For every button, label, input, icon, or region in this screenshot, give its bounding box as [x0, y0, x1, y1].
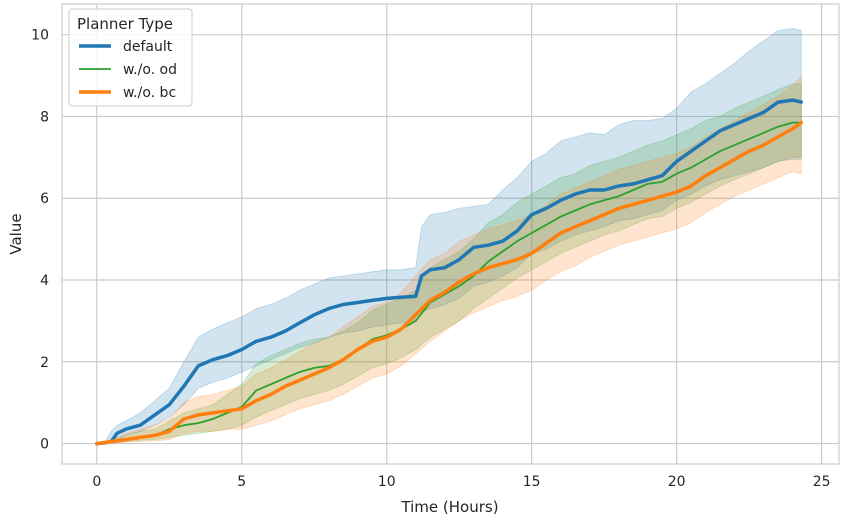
- legend-box: [68, 8, 193, 107]
- line-w-o-od: [95, 121, 803, 445]
- legend-label-w-o-bc: w./o. bc: [123, 85, 176, 101]
- legend-items: default w./o. od w./o. bc: [79, 39, 177, 101]
- y-tick-label: 6: [40, 191, 49, 207]
- y-tick-label: 0: [40, 437, 49, 453]
- series-lines: [95, 98, 804, 446]
- x-tick-labels: 0 5 10 15 20 25: [92, 474, 830, 490]
- x-tick-label: 25: [813, 474, 831, 490]
- legend-label-default: default: [123, 39, 173, 55]
- x-tick-label: 15: [523, 474, 541, 490]
- line-default: [95, 98, 804, 446]
- y-axis-label: Value: [7, 213, 25, 254]
- line-w-o-bc: [95, 120, 804, 446]
- y-tick-label: 4: [40, 273, 49, 289]
- y-tick-label: 8: [40, 109, 49, 125]
- y-tick-label: 10: [31, 28, 49, 44]
- x-tick-label: 10: [378, 474, 396, 490]
- y-tick-label: 2: [40, 355, 49, 371]
- legend: Planner Type default w./o. od w./o. bc: [68, 8, 193, 107]
- y-tick-labels: 0 2 4 6 8 10: [31, 28, 49, 453]
- legend-label-w-o-od: w./o. od: [123, 62, 177, 78]
- x-tick-label: 0: [92, 474, 101, 490]
- x-axis-label: Time (Hours): [400, 498, 498, 516]
- x-tick-label: 5: [237, 474, 246, 490]
- band-default: [96, 28, 802, 444]
- legend-title: Planner Type: [77, 15, 173, 33]
- x-tick-label: 20: [668, 474, 686, 490]
